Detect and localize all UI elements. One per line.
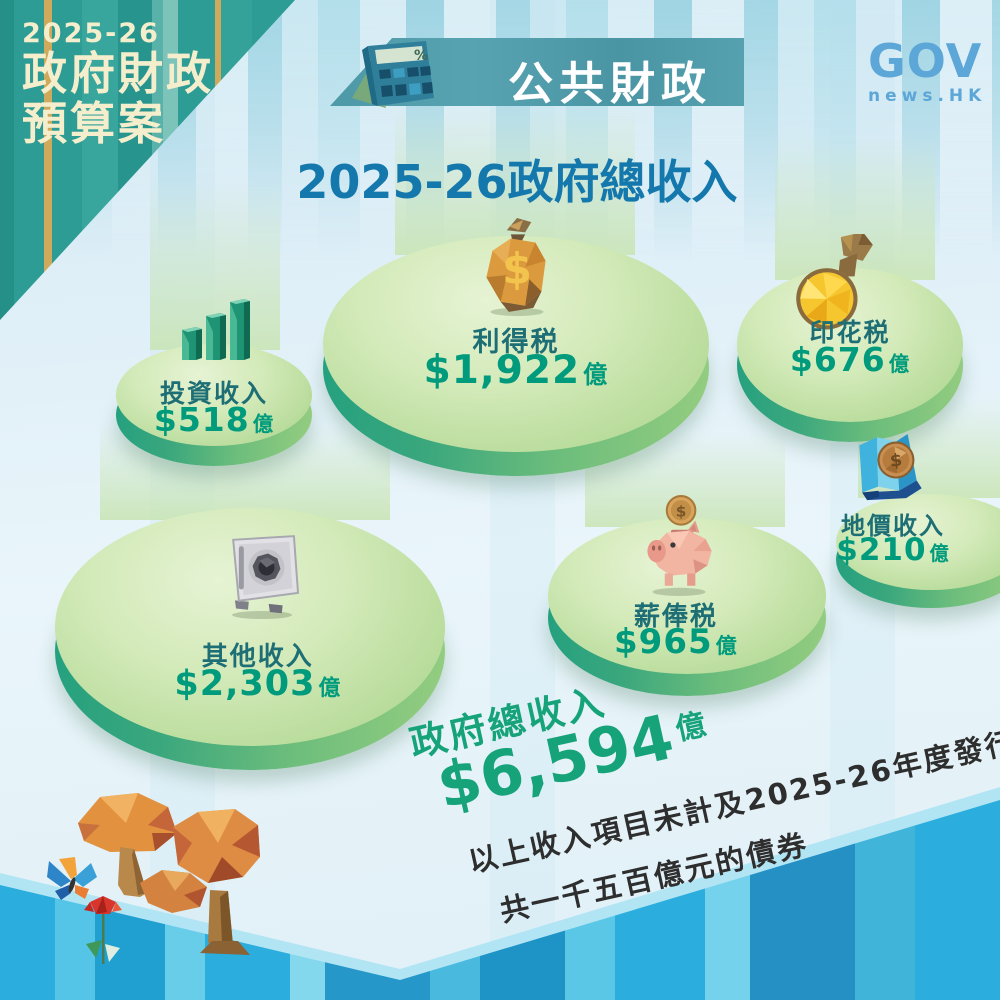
platform-stamp-duty: 印花税 $676 億	[737, 234, 963, 462]
amount-value: $2,303	[174, 664, 316, 704]
money-bag-icon: $	[486, 218, 546, 316]
platform-amount: $1,922 億	[424, 348, 609, 393]
gov-news-text: news.HK	[868, 85, 987, 106]
platform-amount: $2,303 億	[174, 664, 341, 704]
platform-amount: $676 億	[790, 340, 910, 379]
amount-unit: 億	[888, 352, 911, 376]
dollar-glyph: $	[676, 502, 687, 520]
bar-chart-icon	[182, 299, 250, 360]
amount-value: $676	[789, 340, 886, 379]
amount-value: $965	[614, 622, 713, 662]
amount-unit: 億	[318, 676, 342, 701]
butterfly-icon	[47, 857, 97, 900]
platform-label: 印花税	[809, 318, 891, 347]
amount-value: $518	[153, 400, 250, 439]
banner-title: 公共財政	[508, 57, 713, 110]
platform-amount: $518 億	[154, 400, 274, 439]
platform-label: 投資收入	[159, 379, 269, 408]
gov-news-logo: GOV news.HK	[868, 34, 987, 106]
badge-title-line2: 預算案	[22, 97, 167, 151]
platform-salaries-tax: $ 薪俸税 $965 億	[548, 495, 826, 716]
platform-label: 其他收入	[201, 642, 314, 672]
dollar-glyph: $	[502, 244, 532, 294]
calc-percent-glyph: %	[414, 48, 428, 64]
platform-label: 利得税	[472, 327, 560, 358]
trees-icon	[78, 793, 260, 955]
dollar-glyph: $	[889, 451, 903, 472]
amount-unit: 億	[252, 412, 275, 436]
platform-label: 薪俸税	[633, 602, 718, 632]
page-title: 2025-26政府總收入	[296, 155, 738, 209]
amount-value: $1,922	[423, 348, 581, 393]
amount-unit: 億	[929, 542, 950, 565]
gov-logo-text: GOV	[868, 34, 983, 88]
platform-other-revenue: 其他收入 $2,303 億	[55, 508, 445, 790]
piggy-bank-icon: $	[647, 495, 712, 596]
amount-unit: 億	[583, 361, 609, 389]
badge-year: 2025-26	[22, 18, 160, 49]
platform-top	[836, 494, 1000, 590]
platform-investment-income: 投資收入 $518 億	[116, 299, 312, 486]
platform-label: 地價收入	[841, 512, 945, 540]
amount-unit: 億	[715, 633, 738, 658]
platform-amount: $965 億	[614, 622, 738, 662]
platform-top	[116, 344, 312, 446]
budget-badge: 2025-26 政府財政 預算案	[22, 18, 214, 150]
calculator-icon: %	[352, 41, 434, 108]
platform-profits-tax: $ 利得税 $1,922 億	[323, 218, 709, 496]
badge-title-line1: 政府財政	[22, 47, 215, 100]
stamp-icon	[796, 234, 873, 330]
flower-icon	[84, 896, 122, 964]
land-doc-icon: $	[859, 434, 922, 501]
amount-value: $210	[836, 532, 927, 568]
platform-land-premium: $ 地價收入 $210 億	[836, 434, 1000, 626]
platform-amount: $210 億	[836, 532, 950, 568]
safe-icon	[232, 535, 300, 619]
